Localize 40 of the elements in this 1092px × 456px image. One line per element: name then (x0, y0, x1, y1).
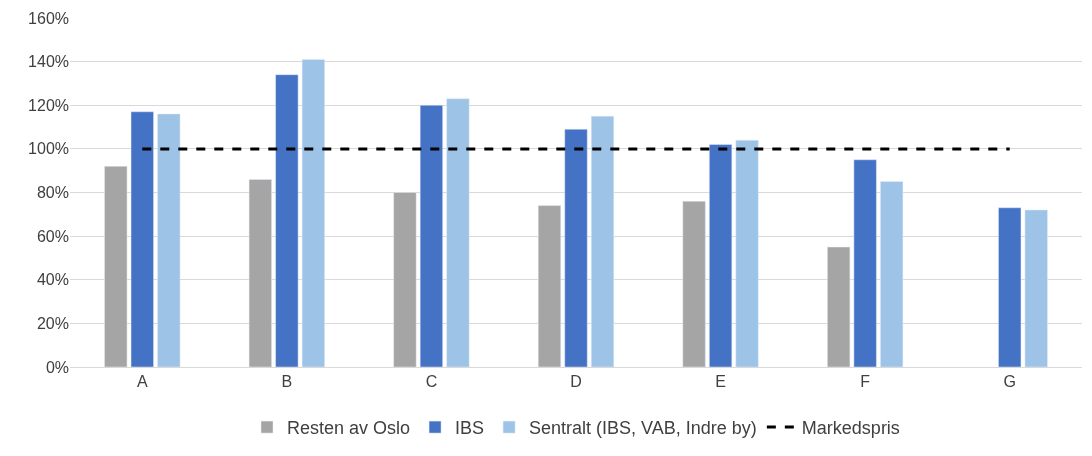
bar (1024, 209, 1048, 367)
bar (880, 181, 904, 367)
bar (419, 105, 443, 367)
x-tick-label: E (715, 373, 726, 391)
bar (735, 139, 759, 367)
y-tick-label: 160% (28, 9, 69, 27)
bar (998, 207, 1022, 367)
y-tick-label: 20% (36, 314, 69, 332)
legend-label: Resten av Oslo (287, 418, 411, 439)
bar (275, 74, 299, 367)
bar (537, 205, 562, 367)
x-tick-label: F (860, 373, 871, 391)
y-tick-label: 140% (28, 53, 69, 71)
bar (853, 159, 877, 367)
bar (393, 192, 417, 367)
x-tick-label: C (425, 373, 438, 391)
y-tick-label: 120% (28, 96, 69, 114)
bar (248, 179, 272, 367)
y-tick-label: 60% (36, 227, 69, 245)
bar (301, 59, 325, 367)
bar (446, 98, 470, 367)
bar (682, 200, 706, 367)
y-tick-label: 40% (36, 271, 69, 289)
bar (709, 144, 733, 367)
x-tick-label: B (281, 373, 293, 391)
y-tick-label: 80% (36, 184, 69, 202)
x-tick-label: D (570, 373, 582, 391)
y-tick-label: 100% (28, 140, 69, 158)
bar (827, 246, 851, 367)
legend-label: IBS (455, 418, 485, 439)
x-tick-label: A (136, 373, 148, 391)
y-tick-label: 0% (45, 358, 69, 376)
legend-label: Sentralt (IBS, VAB, Indre by) (529, 418, 757, 439)
bar (104, 166, 128, 367)
bar (564, 128, 588, 367)
bar (157, 113, 181, 367)
bar (590, 115, 615, 367)
x-tick-label: G (1003, 373, 1016, 391)
legend-label: Markedspris (801, 418, 900, 439)
bar (130, 111, 154, 367)
